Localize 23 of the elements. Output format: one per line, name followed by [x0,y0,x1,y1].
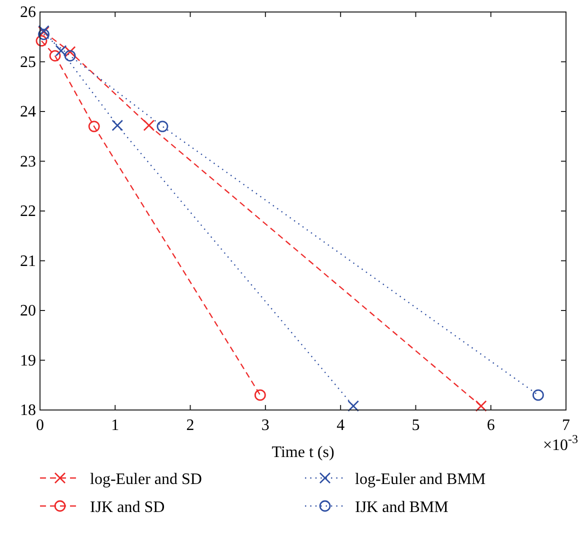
x-tick-label: 1 [111,417,120,434]
y-tick-label: 19 [20,352,36,370]
y-tick-label: 24 [20,104,36,120]
y-tick-label: 21 [20,252,36,270]
y-tick-label: 18 [20,402,36,419]
legend-label: log-Euler and BMM [355,471,486,488]
x-tick-label: 7 [562,417,570,434]
legend-label: IJK and SD [90,499,165,516]
x-tick-label: 3 [261,417,270,434]
x-tick-label: 0 [36,417,44,434]
x-tick-label: 5 [412,417,420,434]
legend-label: IJK and BMM [355,499,448,516]
legend-label: log-Euler and SD [90,471,202,488]
x-tick-label: 4 [336,417,345,434]
y-tick-label: 26 [20,4,36,21]
x-axis-title: Time t (s) [272,444,334,461]
text: ×10$^{-3}$ [542,432,578,454]
y-tick-label: 22 [20,203,36,220]
y-tick-label: 23 [20,153,36,170]
x-tick-label: 2 [186,417,194,434]
x-tick-label: 6 [486,417,495,434]
y-tick-label: 25 [20,54,36,71]
y-tick-label: 20 [20,302,36,320]
